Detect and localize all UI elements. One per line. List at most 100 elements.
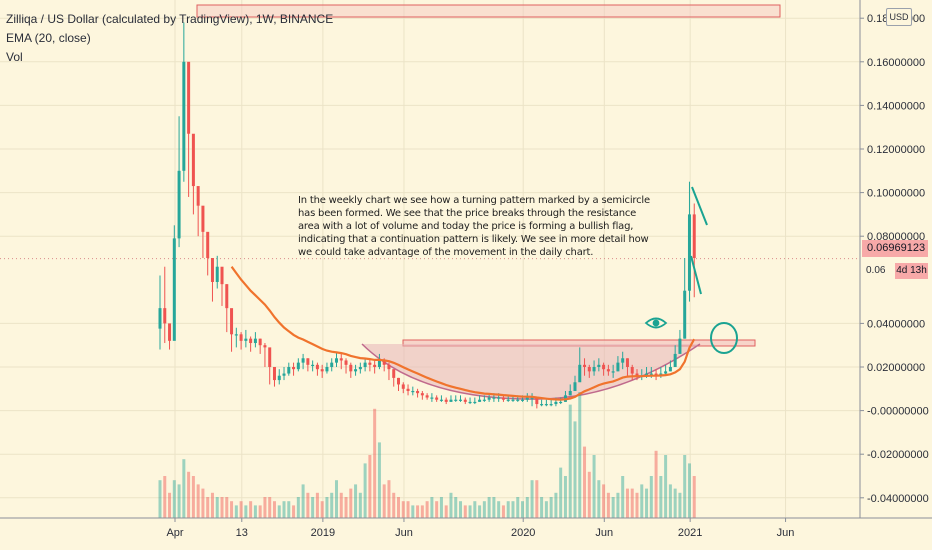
volume-bar: [439, 497, 443, 518]
volume-legend[interactable]: Vol: [6, 50, 23, 64]
volume-bar: [473, 501, 477, 518]
volume-bar: [215, 497, 219, 518]
volume-bar: [344, 497, 348, 518]
volume-bar: [568, 404, 572, 518]
volume-bar: [411, 505, 415, 518]
volume-bar: [664, 455, 668, 518]
eye-icon[interactable]: [644, 317, 668, 329]
candle-body: [578, 364, 582, 383]
candle-body: [606, 369, 610, 372]
candle-body: [249, 338, 253, 344]
volume-bar: [549, 497, 553, 518]
volume-bar: [487, 497, 491, 518]
volume-bar: [172, 480, 176, 518]
volume-bar: [420, 505, 424, 518]
volume-bar: [301, 484, 305, 518]
volume-bar: [182, 459, 186, 518]
candlesticks: [158, 22, 696, 409]
candle-body: [182, 61, 186, 171]
symbol-title[interactable]: Zilliqa / US Dollar (calculated by Tradi…: [6, 12, 334, 26]
flag-lower-line[interactable]: [690, 255, 702, 295]
volume-bar: [225, 497, 229, 518]
candle-body: [315, 364, 319, 370]
volume-bar: [387, 480, 391, 518]
target-circle[interactable]: [710, 322, 738, 354]
volume-bar: [358, 492, 362, 518]
x-tick-label: Jun: [395, 527, 413, 539]
ema-legend[interactable]: EMA (20, close): [6, 31, 91, 45]
volume-bar: [354, 484, 358, 518]
volume-bar: [210, 492, 214, 518]
volume-bar: [253, 505, 257, 518]
currency-badge[interactable]: USD: [886, 8, 912, 26]
candle-body: [687, 214, 691, 291]
volume-bar: [673, 488, 677, 518]
volume-bar: [392, 492, 396, 518]
candle-body: [516, 399, 520, 401]
candle-body: [201, 205, 205, 232]
candle-body: [377, 360, 381, 367]
candle-body: [473, 401, 477, 404]
volume-bar: [506, 501, 510, 518]
x-tick-label: 2021: [678, 527, 702, 539]
candle-body: [268, 347, 272, 367]
volume-bar: [611, 497, 615, 518]
candle-body: [401, 384, 405, 389]
volume-bar: [559, 467, 563, 518]
candle-body: [683, 290, 687, 339]
rounding-bottom-arc[interactable]: [361, 343, 701, 400]
candle-body: [492, 397, 496, 399]
volume-bar: [659, 476, 663, 518]
candle-body: [425, 395, 429, 398]
volume-bar: [592, 455, 596, 518]
candle-body: [602, 364, 606, 370]
candle-body: [339, 358, 343, 361]
candle-body: [463, 399, 467, 402]
volume-bar: [640, 484, 644, 518]
ema-line: [230, 266, 696, 401]
volume-bar: [544, 501, 548, 518]
candle-body: [420, 393, 424, 396]
flag-upper-line[interactable]: [691, 186, 708, 226]
volume-bar: [535, 480, 539, 518]
candle-body: [325, 367, 329, 372]
volume-bar: [258, 505, 262, 518]
candle-body: [559, 401, 563, 404]
candle-body: [525, 397, 529, 400]
candle-body: [296, 362, 300, 370]
candle-body: [344, 360, 348, 365]
candle-body: [210, 258, 214, 282]
volume-bar: [683, 455, 687, 518]
volume-bar: [382, 484, 386, 518]
candle-body: [449, 399, 453, 402]
volume-bar: [501, 505, 505, 518]
candle-body: [292, 367, 296, 370]
x-tick-label: Jun: [777, 527, 795, 539]
volume-bars: [158, 392, 696, 518]
volume-bar: [191, 476, 195, 518]
volume-bar: [220, 497, 224, 518]
volume-bar: [616, 492, 620, 518]
y-tick-label: -0.04000000: [867, 493, 929, 505]
candle-body: [511, 399, 515, 401]
candle-body: [497, 397, 501, 399]
volume-bar: [287, 501, 291, 518]
candle-body: [678, 338, 682, 354]
candle-body: [597, 364, 601, 367]
volume-bar: [521, 501, 525, 518]
volume-bar: [296, 497, 300, 518]
top-resistance-zone[interactable]: [196, 4, 781, 18]
volume-bar: [401, 501, 405, 518]
candle-body: [349, 364, 353, 372]
candle-body: [187, 61, 191, 134]
grid-lines: [0, 0, 860, 518]
candle-body: [272, 367, 276, 381]
candle-body: [459, 399, 463, 401]
volume-bar: [397, 497, 400, 518]
volume-bar: [196, 484, 200, 518]
volume-bar: [583, 446, 587, 518]
candle-body: [587, 367, 591, 372]
